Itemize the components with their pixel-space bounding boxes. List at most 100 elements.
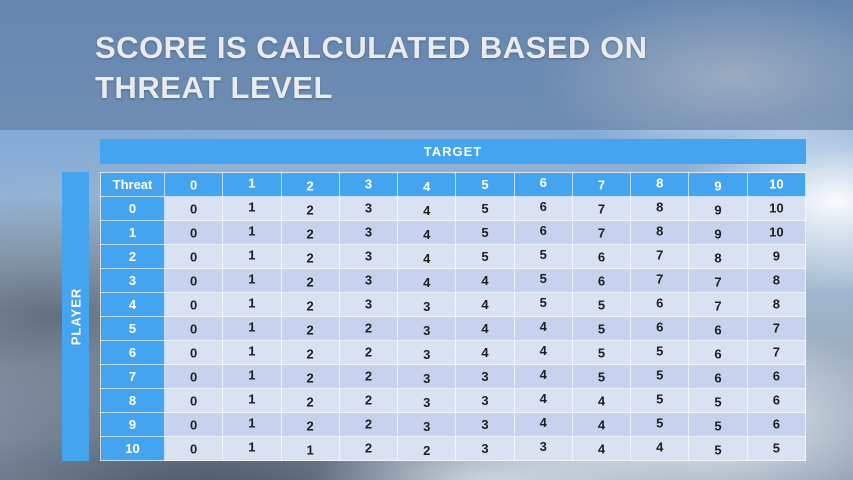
score-cell: 0 bbox=[163, 388, 224, 413]
score-cell: 8 bbox=[746, 292, 807, 317]
score-cell: 0 bbox=[163, 436, 224, 461]
score-cell: 5 bbox=[630, 364, 690, 389]
column-header-cell: 10 bbox=[746, 172, 807, 197]
score-cell: 2 bbox=[338, 340, 399, 365]
score-cell: 0 bbox=[163, 268, 224, 293]
score-cell: 5 bbox=[571, 316, 632, 341]
score-cell: 3 bbox=[455, 412, 515, 437]
score-cell: 0 bbox=[163, 340, 224, 365]
score-cell: 5 bbox=[688, 388, 748, 413]
score-cell: 2 bbox=[338, 388, 399, 413]
score-cell: 0 bbox=[163, 196, 224, 221]
score-cell: 4 bbox=[397, 244, 457, 269]
score-cell: 2 bbox=[338, 364, 399, 389]
score-cell: 4 bbox=[455, 316, 515, 341]
row-header-cell: 3 bbox=[100, 268, 165, 293]
score-cell: 7 bbox=[630, 244, 690, 269]
score-cell: 5 bbox=[455, 196, 515, 221]
column-header-cell: 3 bbox=[338, 172, 399, 197]
score-cell: 7 bbox=[571, 196, 632, 221]
score-cell: 1 bbox=[222, 436, 282, 461]
score-cell: 1 bbox=[222, 340, 282, 365]
column-header-cell: 4 bbox=[397, 172, 457, 197]
row-header-cell: 9 bbox=[100, 412, 165, 437]
score-cell: 1 bbox=[222, 292, 282, 317]
table-row: 0 0 1 2 3 4 5 6 7 8 9 10 bbox=[100, 196, 807, 221]
score-cell: 5 bbox=[571, 364, 632, 389]
score-cell: 2 bbox=[280, 244, 340, 269]
score-cell: 2 bbox=[280, 292, 340, 317]
score-cell: 1 bbox=[222, 196, 282, 221]
score-cell: 7 bbox=[688, 292, 748, 317]
column-header-cell: 8 bbox=[630, 172, 690, 197]
score-cell: 6 bbox=[630, 316, 690, 341]
column-header-cell: 0 bbox=[163, 172, 224, 197]
page-title: SCORE IS CALCULATED BASED ON THREAT LEVE… bbox=[95, 28, 648, 108]
score-cell: 4 bbox=[397, 196, 457, 221]
score-cell: 4 bbox=[630, 436, 690, 461]
score-cell: 2 bbox=[280, 196, 340, 221]
score-cell: 4 bbox=[571, 436, 632, 461]
row-header-cell: 4 bbox=[100, 292, 165, 317]
score-cell: 4 bbox=[571, 388, 632, 413]
score-cell: 5 bbox=[571, 340, 632, 365]
score-cell: 4 bbox=[513, 388, 573, 413]
score-cell: 2 bbox=[397, 436, 457, 461]
score-cell: 8 bbox=[630, 196, 690, 221]
score-cell: 5 bbox=[513, 292, 573, 317]
column-header-cell: 7 bbox=[571, 172, 632, 197]
score-cell: 1 bbox=[222, 268, 282, 293]
score-cell: 0 bbox=[163, 220, 224, 245]
score-cell: 4 bbox=[455, 292, 515, 317]
score-cell: 9 bbox=[746, 244, 807, 269]
row-header-cell: 2 bbox=[100, 244, 165, 269]
score-cell: 5 bbox=[630, 412, 690, 437]
score-cell: 6 bbox=[688, 340, 748, 365]
score-cell: 3 bbox=[397, 412, 457, 437]
score-cell: 3 bbox=[455, 436, 515, 461]
score-cell: 6 bbox=[688, 316, 748, 341]
score-cell: 4 bbox=[513, 316, 573, 341]
column-header-cell: 6 bbox=[513, 172, 573, 197]
score-cell: 10 bbox=[746, 220, 807, 245]
score-cell: 4 bbox=[455, 340, 515, 365]
score-cell: 5 bbox=[688, 436, 748, 461]
score-cell: 7 bbox=[571, 220, 632, 245]
score-cell: 6 bbox=[513, 196, 573, 221]
table-header-row: Threat 0 1 2 3 4 5 6 7 8 9 10 bbox=[100, 172, 807, 197]
score-cell: 1 bbox=[222, 220, 282, 245]
score-cell: 2 bbox=[280, 412, 340, 437]
score-cell: 9 bbox=[688, 220, 748, 245]
column-header-cell: 2 bbox=[280, 172, 340, 197]
score-cell: 4 bbox=[513, 340, 573, 365]
score-cell: 4 bbox=[397, 268, 457, 293]
table-row: 1 0 1 2 3 4 5 6 7 8 9 10 bbox=[100, 220, 807, 245]
score-cell: 6 bbox=[571, 244, 632, 269]
score-table: Threat 0 1 2 3 4 5 6 7 8 9 10 0 0 1 2 3 4 5 6 7 8 9 10 1 0 1 2 3 4 5… bbox=[100, 172, 807, 461]
score-cell: 2 bbox=[338, 436, 399, 461]
score-cell: 6 bbox=[630, 292, 690, 317]
target-axis-label: TARGET bbox=[100, 139, 806, 164]
score-cell: 3 bbox=[338, 244, 399, 269]
score-cell: 0 bbox=[163, 412, 224, 437]
score-cell: 3 bbox=[455, 388, 515, 413]
page-title-line2: THREAT LEVEL bbox=[95, 70, 333, 105]
row-header-cell: 8 bbox=[100, 388, 165, 413]
row-header-cell: 5 bbox=[100, 316, 165, 341]
score-cell: 6 bbox=[746, 412, 807, 437]
score-cell: 10 bbox=[746, 196, 807, 221]
row-header-cell: 10 bbox=[100, 436, 165, 461]
score-cell: 3 bbox=[397, 340, 457, 365]
score-cell: 5 bbox=[455, 220, 515, 245]
target-axis-text: TARGET bbox=[423, 144, 483, 159]
column-header-cell: 5 bbox=[455, 172, 515, 197]
score-cell: 5 bbox=[513, 244, 573, 269]
score-cell: 5 bbox=[571, 292, 632, 317]
score-cell: 3 bbox=[338, 220, 399, 245]
